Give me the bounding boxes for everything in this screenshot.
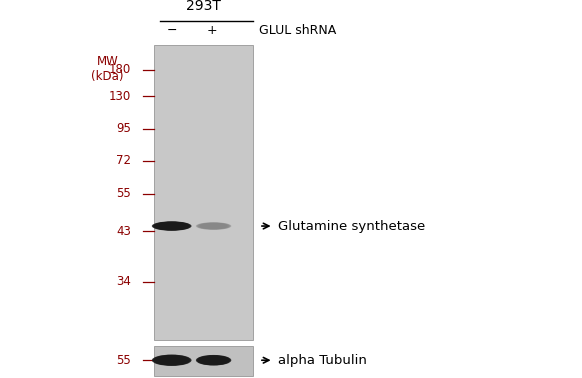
Ellipse shape: [212, 360, 215, 361]
Ellipse shape: [209, 225, 218, 227]
Ellipse shape: [202, 357, 225, 364]
Ellipse shape: [207, 358, 221, 363]
Ellipse shape: [200, 356, 227, 364]
Ellipse shape: [211, 359, 217, 361]
Ellipse shape: [163, 224, 180, 228]
Ellipse shape: [207, 225, 220, 227]
Text: 95: 95: [116, 122, 131, 135]
Text: 34: 34: [116, 275, 131, 288]
Ellipse shape: [198, 355, 229, 365]
Text: 55: 55: [116, 187, 131, 200]
Ellipse shape: [196, 355, 231, 366]
Ellipse shape: [165, 358, 179, 362]
Ellipse shape: [169, 359, 175, 361]
Ellipse shape: [154, 222, 190, 230]
Ellipse shape: [157, 223, 187, 229]
Ellipse shape: [158, 223, 186, 229]
Ellipse shape: [158, 356, 186, 364]
Ellipse shape: [207, 358, 220, 362]
Ellipse shape: [160, 357, 183, 364]
Ellipse shape: [201, 356, 226, 364]
Ellipse shape: [162, 224, 182, 228]
Ellipse shape: [208, 225, 219, 227]
Ellipse shape: [166, 225, 178, 228]
Ellipse shape: [171, 360, 173, 361]
Text: 180: 180: [109, 64, 131, 76]
Ellipse shape: [204, 357, 223, 363]
Text: Glutamine synthetase: Glutamine synthetase: [278, 220, 425, 232]
Ellipse shape: [168, 359, 176, 361]
Ellipse shape: [197, 222, 230, 229]
Ellipse shape: [205, 224, 222, 228]
Ellipse shape: [154, 355, 190, 365]
Ellipse shape: [196, 222, 231, 230]
Ellipse shape: [164, 358, 180, 363]
Ellipse shape: [198, 223, 229, 229]
Ellipse shape: [209, 359, 218, 361]
Ellipse shape: [166, 225, 177, 227]
Text: +: +: [207, 24, 218, 37]
Ellipse shape: [166, 358, 178, 362]
Text: alpha Tubulin: alpha Tubulin: [278, 354, 367, 367]
Ellipse shape: [159, 223, 184, 229]
Ellipse shape: [211, 225, 217, 226]
Ellipse shape: [212, 360, 215, 361]
Ellipse shape: [157, 356, 187, 364]
Text: 43: 43: [116, 225, 131, 238]
Ellipse shape: [169, 225, 175, 227]
Ellipse shape: [204, 224, 223, 228]
Ellipse shape: [155, 355, 189, 365]
Ellipse shape: [200, 356, 228, 364]
Ellipse shape: [205, 358, 222, 363]
Ellipse shape: [156, 356, 187, 365]
Ellipse shape: [210, 225, 217, 227]
Ellipse shape: [162, 358, 182, 363]
Ellipse shape: [152, 221, 191, 231]
Ellipse shape: [168, 225, 176, 227]
Ellipse shape: [201, 223, 226, 229]
Ellipse shape: [197, 355, 230, 365]
Text: 130: 130: [109, 90, 131, 103]
Ellipse shape: [152, 355, 191, 366]
Ellipse shape: [155, 222, 189, 230]
Ellipse shape: [200, 223, 228, 229]
Text: GLUL shRNA: GLUL shRNA: [259, 24, 336, 37]
Ellipse shape: [156, 222, 187, 230]
Ellipse shape: [160, 223, 183, 229]
Ellipse shape: [210, 359, 217, 361]
Text: 72: 72: [116, 154, 131, 167]
Ellipse shape: [165, 225, 179, 228]
Ellipse shape: [170, 360, 173, 361]
Ellipse shape: [198, 223, 229, 229]
Text: MW
(kDa): MW (kDa): [91, 55, 124, 83]
Ellipse shape: [163, 358, 180, 363]
Ellipse shape: [153, 355, 190, 366]
Ellipse shape: [205, 358, 222, 363]
Ellipse shape: [203, 357, 224, 363]
Text: −: −: [166, 24, 177, 37]
Bar: [154, 45, 253, 340]
Ellipse shape: [207, 225, 221, 228]
Ellipse shape: [205, 224, 222, 228]
Ellipse shape: [208, 359, 219, 362]
Ellipse shape: [159, 356, 184, 364]
Ellipse shape: [161, 223, 183, 229]
Ellipse shape: [166, 359, 177, 362]
Text: 55: 55: [116, 354, 131, 367]
Text: 293T: 293T: [186, 0, 221, 13]
Bar: [154, 346, 253, 376]
Ellipse shape: [198, 356, 229, 365]
Ellipse shape: [153, 222, 190, 231]
Ellipse shape: [202, 223, 225, 228]
Ellipse shape: [200, 223, 227, 229]
Ellipse shape: [203, 224, 224, 228]
Ellipse shape: [164, 224, 180, 228]
Ellipse shape: [161, 357, 183, 363]
